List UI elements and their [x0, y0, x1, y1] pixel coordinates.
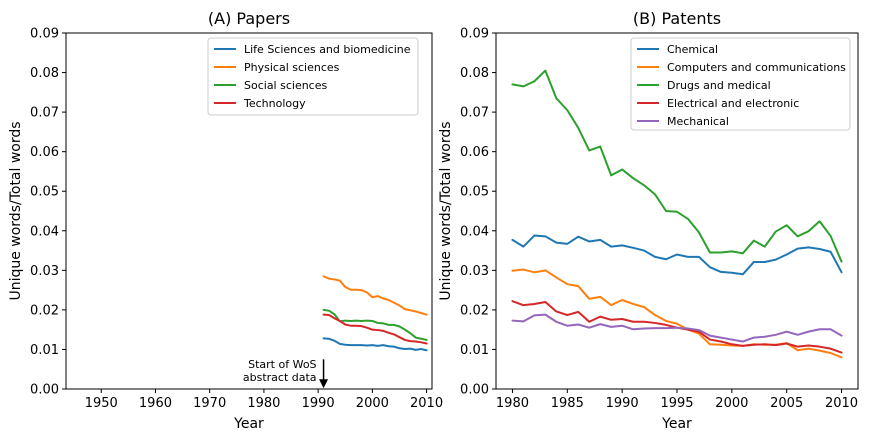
papers-xtick-label: 1990 [302, 396, 335, 411]
papers-legend-frame [207, 37, 419, 116]
patents-series-line [511, 313, 843, 343]
papers-panel: (A) Papers 1950 1960 1970 1980 1990 2000 2010 0.… [8, 9, 443, 432]
patents-ytick-label: 0.02 [460, 303, 489, 318]
wos-annotation-arrow-head [319, 379, 329, 389]
papers-ytick-label: 0.02 [30, 303, 59, 318]
papers-title: (A) Papers [208, 9, 290, 28]
papers-legend-label: Physical sciences [244, 61, 340, 74]
papers-legend-label: Technology [243, 97, 306, 110]
papers-ytick-label: 0.01 [30, 343, 59, 358]
papers-ytick-label: 0.03 [30, 264, 59, 279]
patents-axes-frame [495, 32, 859, 390]
patents-series-line [511, 234, 843, 276]
papers-ylabel: Unique words/Total words [8, 121, 24, 300]
patents-ytick-label: 0.09 [460, 27, 489, 42]
wos-annotation-text: abstract data [243, 371, 317, 384]
patents-legend-label: Mechanical [667, 115, 729, 128]
patents-ytick-label: 0.08 [460, 66, 489, 81]
patents-xtick-label: 1985 [551, 396, 584, 411]
patents-legend-label: Drugs and medical [667, 79, 771, 92]
patents-legend-label: Electrical and electronic [667, 97, 799, 110]
patents-ytick-label: 0.04 [460, 224, 489, 239]
papers-xlabel: Year [233, 416, 264, 432]
papers-ytick-label: 0.08 [30, 66, 59, 81]
papers-series-line [322, 337, 428, 352]
papers-ytick-label: 0.06 [30, 145, 59, 160]
papers-xtick-label: 2000 [356, 396, 389, 411]
patents-legend: Chemical Computers and communications Drug… [630, 37, 851, 131]
papers-ytick-label: 0.05 [30, 185, 59, 200]
patents-ytick-label: 0.00 [460, 383, 489, 398]
papers-ytick-label: 0.00 [30, 383, 59, 398]
patents-xlabel: Year [661, 416, 692, 432]
papers-ytick-label: 0.04 [30, 224, 59, 239]
patents-ytick-label: 0.03 [460, 264, 489, 279]
patents-xtick-label: 1995 [660, 396, 693, 411]
papers-ytick-label: 0.09 [30, 27, 59, 42]
papers-xtick-label: 1980 [247, 396, 280, 411]
patents-title: (B) Patents [633, 9, 721, 28]
wos-annotation-text: Start of WoS [248, 358, 316, 371]
patents-legend-label: Computers and communications [667, 61, 846, 74]
patents-xtick-label: 2005 [770, 396, 803, 411]
patents-series-line [511, 69, 843, 263]
patents-xtick-label: 2010 [825, 396, 858, 411]
papers-legend-label: Social sciences [244, 79, 327, 92]
papers-series-line [322, 313, 428, 345]
patents-ytick-label: 0.07 [460, 106, 489, 121]
patents-ylabel: Unique words/Total words [438, 121, 454, 300]
papers-xtick-label: 1960 [139, 396, 172, 411]
papers-ytick-label: 0.07 [30, 106, 59, 121]
patents-legend-frame [630, 37, 851, 131]
papers-axes-frame [65, 32, 433, 390]
papers-series-line [322, 308, 428, 341]
papers-xtick-label: 1970 [193, 396, 226, 411]
papers-xtick-label: 2010 [410, 396, 443, 411]
patents-xtick-label: 1980 [496, 396, 529, 411]
papers-legend-label: Life Sciences and biomedicine [244, 43, 411, 56]
papers-series-line [322, 275, 428, 316]
patents-xtick-label: 2000 [715, 396, 748, 411]
papers-xtick-label: 1950 [85, 396, 118, 411]
patents-ytick-label: 0.01 [460, 343, 489, 358]
papers-legend: Life Sciences and biomedicine Physical sc… [207, 37, 419, 116]
patents-panel: (B) Patents 1980 1985 1990 1995 2000 2005 2010 0… [438, 9, 859, 432]
patents-xtick-label: 1990 [606, 396, 639, 411]
patents-ytick-label: 0.06 [460, 145, 489, 160]
patents-legend-label: Chemical [667, 43, 718, 56]
patents-ytick-label: 0.05 [460, 185, 489, 200]
